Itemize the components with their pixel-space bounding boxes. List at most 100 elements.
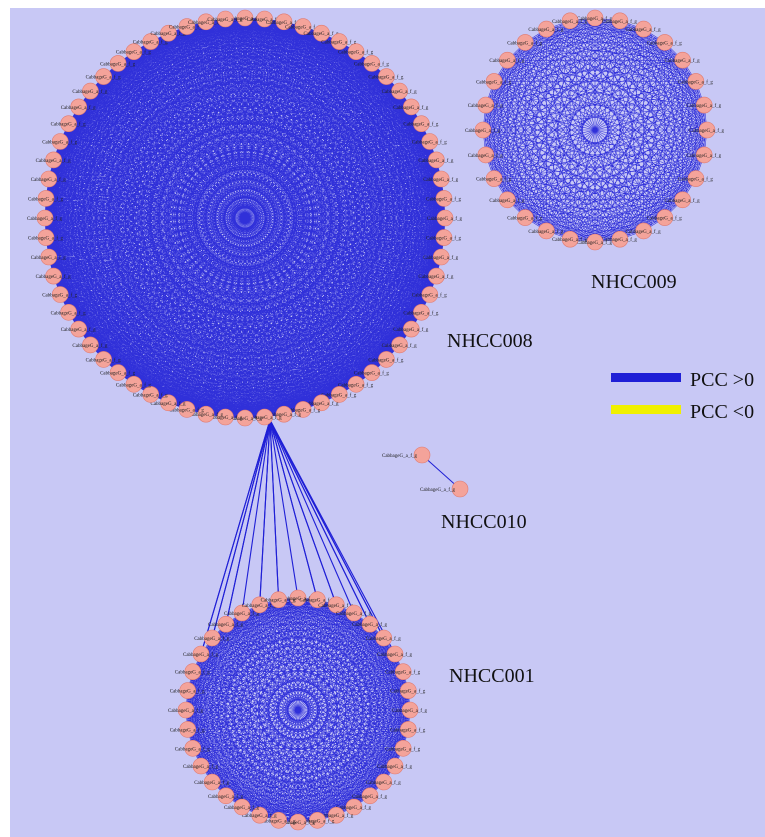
gene-node[interactable] (421, 286, 439, 303)
gene-node[interactable] (37, 229, 55, 246)
gene-node[interactable] (217, 10, 234, 28)
gene-node[interactable] (485, 73, 503, 90)
gene-node[interactable] (184, 739, 202, 757)
gene-node[interactable] (386, 645, 404, 663)
gene-node[interactable] (51, 286, 69, 303)
gene-node[interactable] (217, 615, 235, 633)
gene-node[interactable] (361, 787, 379, 805)
gene-node[interactable] (436, 209, 454, 227)
gene-node[interactable] (413, 446, 431, 464)
gene-node[interactable] (516, 34, 534, 51)
gene-node[interactable] (413, 303, 430, 321)
gene-node[interactable] (236, 409, 254, 427)
gene-node[interactable] (275, 13, 293, 31)
gene-node[interactable] (611, 230, 629, 248)
gene-node[interactable] (251, 596, 269, 614)
gene-node[interactable] (361, 615, 379, 633)
gene-node[interactable] (687, 170, 705, 187)
gene-node[interactable] (309, 591, 326, 609)
gene-node[interactable] (435, 229, 453, 246)
gene-node[interactable] (347, 375, 365, 393)
gene-node[interactable] (36, 209, 54, 227)
gene-node[interactable] (275, 405, 293, 423)
gene-node[interactable] (428, 151, 445, 169)
gene-node[interactable] (635, 222, 652, 240)
gene-node[interactable] (538, 222, 555, 240)
gene-node[interactable] (60, 115, 77, 132)
gene-node[interactable] (451, 480, 469, 498)
gene-node[interactable] (327, 596, 345, 614)
gene-node[interactable] (270, 591, 287, 609)
gene-node[interactable] (402, 320, 420, 338)
gene-node[interactable] (656, 34, 674, 51)
cluster-nhcc010[interactable]: CabbageG_a_f_g CabbageG_a_f_g (382, 446, 469, 498)
gene-node[interactable] (432, 170, 450, 188)
gene-node[interactable] (586, 9, 604, 27)
gene-node[interactable] (516, 209, 534, 226)
gene-node[interactable] (474, 121, 492, 139)
gene-node[interactable] (95, 68, 112, 85)
gene-node[interactable] (695, 146, 713, 164)
gene-node[interactable] (674, 191, 691, 209)
gene-node[interactable] (51, 133, 69, 150)
gene-node[interactable] (256, 408, 273, 426)
gene-node[interactable] (375, 629, 393, 647)
gene-node[interactable] (160, 24, 177, 42)
gene-node[interactable] (177, 701, 195, 719)
gene-node[interactable] (142, 386, 159, 403)
gene-node[interactable] (109, 364, 127, 381)
cluster-nhcc008[interactable]: CabbageG_a_f_gCabbageG_a_f_gCabbageG_a_f… (27, 9, 462, 427)
gene-node[interactable] (477, 96, 495, 114)
gene-node[interactable] (363, 364, 381, 381)
gene-node[interactable] (394, 663, 412, 681)
gene-node[interactable] (233, 798, 251, 816)
gene-node[interactable] (270, 811, 287, 829)
gene-node[interactable] (432, 248, 450, 266)
gene-node[interactable] (82, 336, 99, 354)
gene-node[interactable] (698, 121, 716, 139)
gene-node[interactable] (499, 51, 516, 69)
gene-node[interactable] (82, 82, 99, 100)
gene-node[interactable] (378, 351, 395, 368)
gene-node[interactable] (45, 267, 62, 285)
gene-node[interactable] (197, 405, 215, 423)
gene-node[interactable] (656, 209, 674, 226)
gene-node[interactable] (330, 386, 348, 403)
gene-node[interactable] (695, 96, 713, 114)
gene-node[interactable] (435, 190, 453, 207)
cluster-nhcc001[interactable]: CabbageG_a_f_gCabbageG_a_f_gCabbageG_a_f… (168, 589, 427, 831)
gene-node[interactable] (40, 170, 58, 188)
gene-node[interactable] (60, 303, 77, 321)
gene-node[interactable] (37, 190, 55, 207)
gene-node[interactable] (347, 43, 365, 61)
gene-node[interactable] (178, 401, 196, 418)
gene-node[interactable] (289, 813, 307, 831)
gene-node[interactable] (402, 98, 420, 116)
gene-node[interactable] (309, 811, 326, 829)
gene-node[interactable] (375, 773, 393, 791)
gene-node[interactable] (233, 604, 251, 622)
gene-node[interactable] (485, 170, 503, 187)
gene-node[interactable] (391, 82, 408, 100)
gene-node[interactable] (561, 12, 579, 30)
gene-node[interactable] (70, 320, 87, 338)
gene-node[interactable] (330, 33, 348, 50)
gene-node[interactable] (70, 98, 87, 116)
gene-node[interactable] (394, 739, 412, 757)
gene-node[interactable] (499, 191, 516, 209)
gene-node[interactable] (391, 336, 408, 354)
gene-node[interactable] (192, 645, 210, 663)
gene-node[interactable] (313, 394, 330, 412)
gene-node[interactable] (674, 51, 691, 69)
gene-node[interactable] (345, 604, 363, 622)
gene-node[interactable] (95, 351, 112, 368)
gene-node[interactable] (386, 757, 404, 775)
gene-node[interactable] (203, 629, 221, 647)
gene-node[interactable] (217, 787, 235, 805)
gene-node[interactable] (217, 408, 234, 426)
gene-node[interactable] (197, 13, 215, 31)
gene-node[interactable] (179, 721, 196, 738)
gene-node[interactable] (184, 663, 202, 681)
gene-node[interactable] (179, 682, 196, 699)
gene-node[interactable] (294, 18, 312, 35)
